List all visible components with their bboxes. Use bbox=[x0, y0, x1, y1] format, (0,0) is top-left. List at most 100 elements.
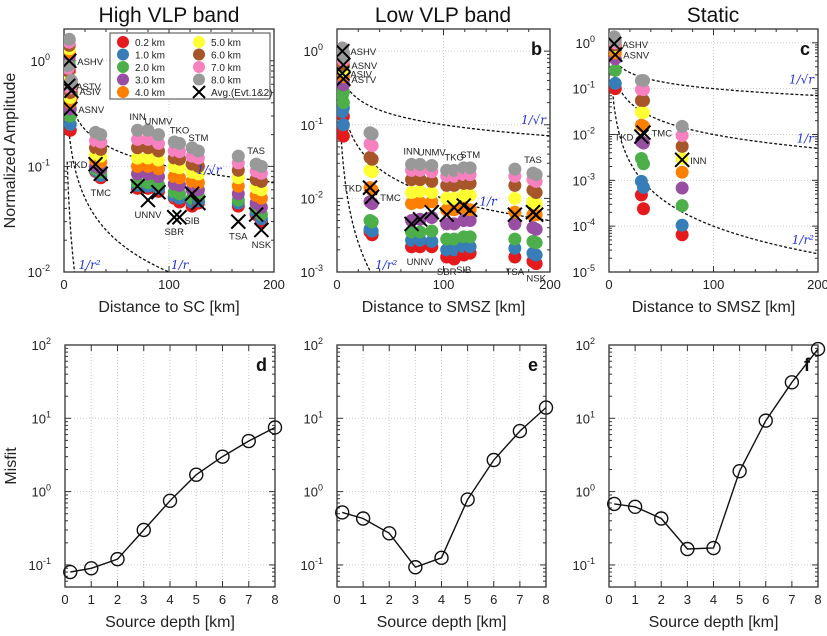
panel-letter: f bbox=[804, 355, 811, 375]
misfit-point bbox=[512, 423, 528, 439]
data-point bbox=[463, 230, 477, 244]
misfit-point bbox=[460, 492, 475, 507]
data-point bbox=[675, 199, 689, 213]
reference-curve bbox=[66, 111, 171, 272]
data-point bbox=[508, 191, 522, 205]
x-tick-label: 0 bbox=[61, 592, 68, 607]
avg-marker bbox=[337, 65, 351, 82]
data-point bbox=[675, 119, 689, 133]
misfit-point bbox=[110, 551, 125, 567]
station-INN bbox=[675, 119, 689, 242]
x-tick-label: 0 bbox=[605, 277, 612, 292]
data-point bbox=[609, 34, 622, 48]
misfit-point bbox=[732, 463, 747, 479]
x-tick-label: 6 bbox=[490, 592, 497, 607]
data-point bbox=[463, 161, 477, 175]
station-label: ASHV bbox=[622, 40, 649, 51]
x-tick-label: 3 bbox=[412, 592, 419, 607]
y-tick-label: 102 bbox=[32, 336, 51, 353]
x-tick-label: 200 bbox=[807, 277, 827, 292]
legend-marker bbox=[193, 61, 205, 73]
x-tick-label: 2 bbox=[386, 592, 393, 607]
avg-marker bbox=[633, 128, 650, 145]
station-label: TKO bbox=[170, 125, 190, 136]
data-point bbox=[508, 162, 522, 176]
legend-label: 3.0 km bbox=[135, 76, 165, 87]
x-tick-label: 6 bbox=[219, 592, 226, 607]
avg-marker bbox=[403, 216, 420, 232]
misfit-point bbox=[382, 526, 397, 541]
data-point bbox=[425, 186, 439, 200]
station-label: TMC bbox=[90, 188, 111, 199]
station-TKO bbox=[173, 136, 186, 209]
avg-marker bbox=[87, 156, 104, 172]
station-NSK bbox=[529, 168, 543, 271]
station-label: TMC bbox=[380, 193, 401, 204]
reference-curve-label: 1/r² bbox=[375, 258, 397, 272]
legend-label: 5.0 km bbox=[211, 38, 241, 49]
y-tick-label: 10-1 bbox=[301, 116, 323, 133]
data-point bbox=[675, 165, 689, 179]
station-label: SIB bbox=[184, 216, 199, 227]
avg-marker bbox=[253, 222, 270, 238]
data-point bbox=[64, 32, 76, 46]
avg-marker bbox=[364, 189, 380, 205]
panel-d: 0 1 2 3 4 5 6 7 8 10-1 100 101 102 Source depth [km] M… bbox=[3, 336, 283, 631]
x-axis-label: Source depth [km] bbox=[105, 614, 235, 631]
data-point bbox=[254, 200, 268, 214]
data-point bbox=[365, 224, 379, 238]
station-label: ASIV bbox=[79, 87, 101, 98]
station-TSA bbox=[231, 149, 245, 213]
panel-letter: c bbox=[800, 39, 810, 59]
station-label: NSK bbox=[526, 274, 546, 285]
panel-b-title: Low VLP band bbox=[375, 4, 511, 27]
data-point bbox=[413, 184, 427, 198]
legend: 0.2 km 1.0 km2.0 km 3.0 km4.0 km 5.0 km 6.0 … bbox=[109, 32, 273, 100]
x-tick-label: 0 bbox=[333, 277, 340, 292]
x-tick-label: 8 bbox=[814, 592, 821, 607]
legend-marker bbox=[193, 48, 205, 61]
panel-a-title: High VLP band bbox=[99, 4, 240, 27]
x-tick-label: 4 bbox=[166, 592, 173, 607]
legend-avg-marker bbox=[192, 85, 206, 99]
station-label: TSA bbox=[229, 232, 248, 243]
legend-box bbox=[109, 32, 271, 100]
avg-marker bbox=[337, 43, 351, 59]
avg-marker bbox=[166, 209, 182, 225]
avg-marker bbox=[93, 166, 109, 182]
misfit-point bbox=[355, 511, 371, 526]
reference-curve-label: 1/√r bbox=[789, 73, 815, 87]
station-label: INN bbox=[690, 156, 707, 167]
x-tick-label: 6 bbox=[762, 592, 769, 607]
legend-label: 0.2 km bbox=[135, 38, 165, 49]
data-point bbox=[529, 168, 543, 182]
misfit-point bbox=[538, 400, 554, 415]
station-label: ASNV bbox=[623, 51, 650, 62]
x-tick-label: 1 bbox=[360, 592, 367, 607]
y-tick-label: 101 bbox=[304, 409, 323, 426]
data-point bbox=[141, 151, 155, 165]
x-tick-label: 1 bbox=[632, 592, 639, 607]
data-point bbox=[675, 139, 689, 153]
avg-marker bbox=[635, 124, 652, 141]
station-ASNV bbox=[609, 34, 622, 96]
station-label: UNNV bbox=[135, 210, 163, 221]
data-point bbox=[609, 76, 622, 90]
data-point bbox=[152, 153, 165, 167]
reference-curve-label: 1/√r bbox=[521, 113, 547, 127]
misfit-point bbox=[654, 511, 669, 526]
data-point bbox=[636, 180, 650, 194]
panel-c-title: Static bbox=[687, 4, 740, 27]
avg-marker bbox=[337, 71, 352, 87]
avg-marker bbox=[362, 179, 378, 196]
y-tick-label: 10-3 bbox=[301, 263, 323, 280]
data-point bbox=[231, 149, 245, 163]
station-label: UNMV bbox=[418, 147, 447, 158]
misfit-line bbox=[614, 348, 818, 550]
station-label: STM bbox=[188, 133, 208, 144]
reference-curve-label: 1/r bbox=[797, 131, 816, 145]
x-tick-label: 7 bbox=[788, 592, 795, 607]
data-point bbox=[508, 205, 522, 219]
reference-curve-label: 1/r bbox=[171, 258, 190, 272]
station-TSA bbox=[508, 162, 522, 264]
